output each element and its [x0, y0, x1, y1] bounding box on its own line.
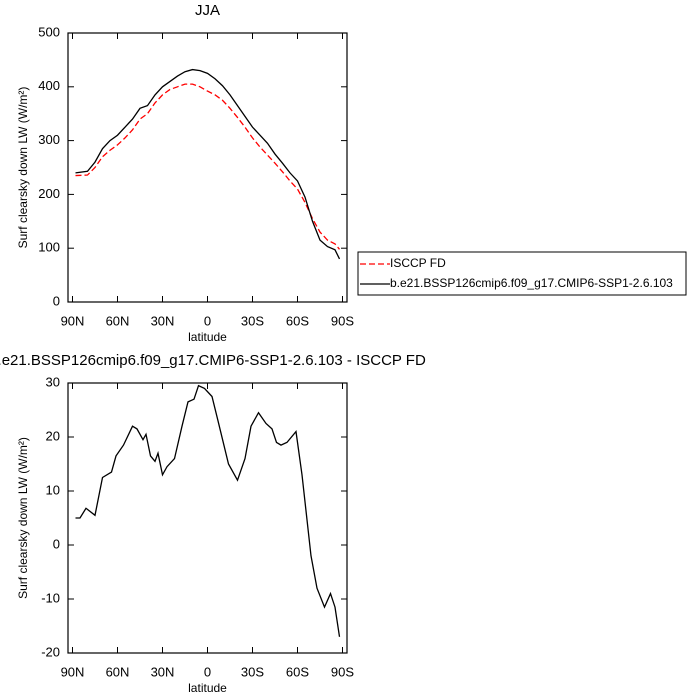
y-tick-label: 100: [38, 240, 60, 255]
x-tick-label: 90N: [61, 313, 85, 328]
x-tick-label: 30S: [241, 664, 264, 679]
x-tick-label: 60N: [106, 664, 130, 679]
y-axis-label: Surf clearsky down LW (W/m²): [16, 437, 30, 599]
x-axis-label: latitude: [188, 330, 227, 344]
x-tick-label: 30N: [151, 664, 175, 679]
y-tick-label: 0: [53, 293, 60, 308]
legend-label: b.e21.BSSP126cmip6.f09_g17.CMIP6-SSP1-2.…: [390, 276, 673, 290]
y-tick-label: 500: [38, 24, 60, 39]
y-tick-label: 0: [53, 536, 60, 551]
legend-label: ISCCP FD: [390, 256, 446, 270]
data-line: [75, 68, 341, 260]
y-tick-label: 30: [46, 374, 60, 389]
x-tick-label: 90S: [331, 313, 354, 328]
x-tick-label: 30S: [241, 313, 264, 328]
x-axis-label: latitude: [188, 681, 227, 695]
y-tick-label: 300: [38, 132, 60, 147]
y-tick-label: -20: [41, 644, 60, 659]
y-tick-label: 200: [38, 186, 60, 201]
data-line: [75, 384, 341, 637]
x-tick-label: 90N: [61, 664, 85, 679]
x-tick-label: 0: [204, 313, 211, 328]
y-tick-label: -10: [41, 590, 60, 605]
y-tick-label: 20: [46, 428, 60, 443]
y-axis-label: Surf clearsky down LW (W/m²): [16, 87, 30, 249]
plot-frame: [67, 32, 348, 303]
chart-title: JJA: [195, 2, 220, 19]
data-line: [75, 83, 340, 250]
x-tick-label: 90S: [331, 664, 354, 679]
chart-title: b.e21.BSSP126cmip6.f09_g17.CMIP6-SSP1-2.…: [0, 352, 426, 369]
y-tick-label: 400: [38, 78, 60, 93]
x-tick-label: 30N: [151, 313, 175, 328]
x-tick-label: 0: [204, 664, 211, 679]
y-tick-label: 10: [46, 482, 60, 497]
x-tick-label: 60N: [106, 313, 130, 328]
plot-frame: [67, 382, 348, 654]
x-tick-label: 60S: [286, 664, 309, 679]
legend-box: [357, 251, 687, 296]
x-tick-label: 60S: [286, 313, 309, 328]
